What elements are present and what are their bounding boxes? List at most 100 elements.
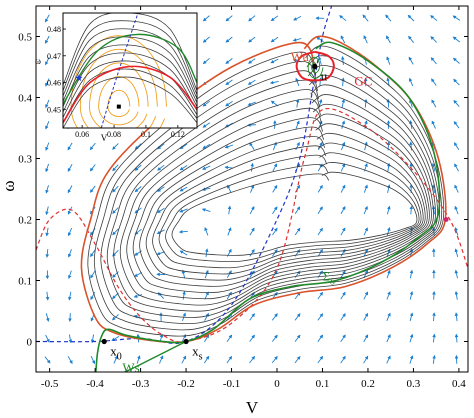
vector-field-arrow (67, 249, 72, 258)
vector-field-arrow (453, 99, 460, 107)
vector-field-arrow (317, 355, 324, 364)
trajectory-curve (132, 113, 430, 294)
vector-field-arrow (409, 205, 414, 215)
vector-field-arrow (430, 57, 437, 65)
vector-field-arrow (341, 77, 345, 87)
x-tick-label: 0.1 (316, 378, 330, 390)
vector-field-arrow (250, 184, 255, 193)
fixed-point-label: x0 (110, 344, 122, 363)
y-tick-label: 0.3 (18, 154, 32, 166)
vector-field-arrow (318, 56, 322, 65)
vector-field-arrow (432, 312, 436, 322)
vector-field-arrow (248, 58, 256, 64)
vector-field-arrow (202, 122, 211, 128)
vector-field-arrow (362, 14, 369, 22)
vector-field-arrow (226, 355, 233, 364)
trajectory-curve (106, 74, 438, 318)
vector-field-arrow (270, 58, 279, 64)
vector-field-arrow (157, 186, 165, 192)
trajectory-curve (119, 94, 434, 306)
vector-field-arrow (45, 121, 50, 130)
vector-field-arrow (409, 291, 414, 300)
vector-field-arrow (90, 270, 96, 279)
inset-star-marker (75, 74, 83, 82)
vector-field-arrow (430, 36, 438, 43)
inset-trajectory (63, 52, 197, 113)
vector-field-arrow (249, 355, 256, 364)
vector-field-arrow (340, 35, 346, 44)
vector-field-arrow (386, 35, 391, 44)
vector-field-arrow (363, 184, 368, 193)
vector-field-arrow (453, 120, 460, 129)
vector-field-arrow (112, 185, 119, 193)
vector-field-arrow (112, 143, 119, 150)
nullclines (36, 6, 468, 344)
vector-field-arrow (67, 227, 73, 237)
vector-field-arrow (364, 141, 368, 151)
vector-field-arrow (340, 355, 346, 364)
trajectory-curve (139, 123, 428, 287)
vector-field-arrow (247, 79, 256, 85)
y-axis: 0 0.1 0.2 0.3 0.4 0.5 (18, 32, 468, 349)
vector-field-arrow (226, 270, 232, 279)
vector-field-arrow (317, 206, 323, 214)
inset-y-tick-label: 0.48 (47, 25, 61, 34)
vector-field-arrow (134, 207, 142, 214)
vector-field-arrow (156, 207, 165, 213)
vector-field-arrow (202, 143, 211, 149)
fixed-points: x0 xs u (101, 63, 449, 363)
vector-field-arrow (452, 15, 461, 21)
vector-field-arrow (44, 356, 51, 364)
vector-field-arrow (386, 312, 391, 321)
vector-field-arrow (454, 163, 459, 172)
vector-field-arrow (316, 36, 324, 43)
y-tick-label: 0.5 (18, 32, 32, 44)
y-tick-label: 0.4 (18, 93, 32, 105)
inset-trajectory (63, 20, 197, 95)
vector-field-arrow (453, 78, 460, 86)
vector-field-arrow (270, 15, 279, 22)
vector-field-arrow (225, 58, 233, 64)
inset-zoom: 0.06 0.08 0.1 0.12 0.48 0.47 0.46 0.45 V ω (35, 12, 198, 143)
x-tick-label: -0.3 (132, 378, 150, 390)
vector-field-arrow (341, 120, 346, 129)
vector-field-arrow (454, 142, 460, 150)
vector-field-arrow (272, 206, 278, 214)
vector-field-arrow (408, 56, 414, 65)
vector-field-arrow (431, 120, 436, 129)
y-tick-label: 0 (27, 337, 33, 349)
vector-field-arrow (182, 290, 186, 300)
plot-frame (35, 5, 469, 373)
vector-field-arrow (45, 163, 50, 173)
vector-field-arrow (407, 14, 415, 22)
vector-field-arrow (409, 269, 414, 279)
vector-field-arrow (317, 334, 324, 342)
vector-field-arrow (45, 185, 49, 194)
vector-field-arrow (179, 165, 188, 171)
vector-field-arrow (156, 251, 165, 256)
vector-field-arrow (363, 355, 369, 364)
vector-field-arrow (432, 354, 436, 364)
vector-field-arrow (226, 334, 233, 342)
vector-field-arrow (113, 355, 118, 364)
vector-field-arrow (45, 142, 50, 151)
vector-field-arrow (431, 99, 437, 108)
vector-field-arrow (386, 227, 391, 236)
vector-field-arrow (409, 312, 414, 322)
vector-field-arrow (134, 164, 142, 171)
vector-field-arrow (204, 227, 209, 236)
trajectory-curve (165, 162, 420, 263)
vector-field-arrow (386, 184, 391, 193)
vector-field-arrow (247, 101, 256, 106)
vector-field-arrow (386, 205, 391, 215)
vector-field-arrow (204, 248, 209, 258)
vector-field-arrow (67, 270, 72, 280)
vector-field-arrow (89, 142, 96, 151)
vector-field-arrow (45, 206, 49, 216)
vector-field-arrow (179, 186, 188, 192)
vector-field-arrow (45, 99, 50, 109)
vector-field-arrow (204, 291, 209, 300)
vector-field-arrow (45, 57, 50, 66)
inset-orbits (63, 13, 197, 128)
